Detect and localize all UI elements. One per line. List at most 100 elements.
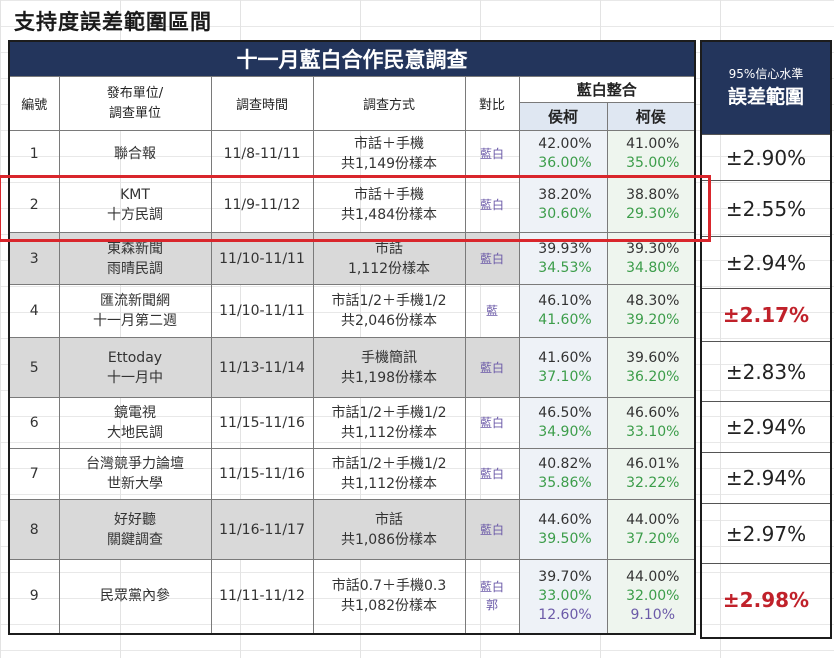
row-ko-hou-values: 38.80% 29.30%	[606, 176, 696, 233]
support-value: 29.30%	[626, 205, 680, 222]
row-method: 市話共1,086份樣本	[312, 499, 466, 560]
publisher-line: 聯合報	[114, 145, 156, 162]
margin-of-error: ±2.94%	[700, 401, 832, 453]
table-row: 5 Ettoday 十一月中 11/13-11/14 手機簡訊 共1,198份樣本 藍白 41…	[8, 337, 696, 398]
table-row: 4 匯流新聞網 十一月第二週 11/10-11/11 市話1/2＋手機1/2 共2,046…	[8, 284, 696, 338]
compare-label: 藍白	[479, 197, 504, 212]
publisher-line: 匯流新聞網	[100, 293, 170, 309]
table-banner: 十一月藍白合作民意調查	[8, 40, 696, 77]
support-value: 48.30%	[626, 293, 680, 309]
table-row: 7 台灣競爭力論壇 世新大學 11/15-11/16 市話1/2＋手機1/2 共1,112…	[8, 448, 696, 500]
header-merge: 藍白整合	[518, 76, 696, 103]
publisher-line: 世新大學	[107, 476, 163, 492]
table-row: 9 民眾黨內參 11/11-11/12 市話0.7＋手機0.3 共1,082份樣本 藍白郭…	[8, 559, 696, 634]
row-number: 8	[8, 499, 60, 560]
method-line: 市話1/2＋手機1/2	[331, 405, 447, 421]
row-number: 5	[8, 337, 60, 398]
table-row: 8 好好聽 關鍵調查 11/16-11/17 市話 共1,086份樣本 藍白 44.60% 39…	[8, 499, 696, 560]
support-value: 35.86%	[538, 475, 592, 491]
moe-row: ±2.83%	[700, 341, 832, 402]
table-row: 2 KMT 十方民調 11/9-11/12 市話＋手機 共1,484份樣本 藍白 38.20%…	[8, 176, 696, 233]
header-sub-hou-ko: 侯柯	[518, 102, 608, 131]
support-value: 39.30%	[626, 240, 680, 257]
row-date: 11/8-11/11	[210, 130, 314, 177]
support-value: 46.10%	[538, 293, 592, 309]
sheet-title: 支持度誤差範圍區間	[14, 10, 212, 34]
row-date: 11/15-11/16	[210, 397, 314, 449]
publisher-line: 東森新聞	[107, 240, 163, 257]
row-hou-ko-values: 39.93% 34.53%	[518, 232, 608, 285]
row-number: 4	[8, 284, 60, 338]
compare-label: 藍白	[479, 416, 504, 430]
support-value: 40.82%	[538, 456, 592, 472]
support-value: 41.60%	[538, 312, 592, 328]
publisher-line: 好好聽	[114, 511, 156, 528]
method-line: 共1,112份樣本	[340, 425, 438, 441]
row-hou-ko-values: 41.60% 37.10%	[518, 337, 608, 398]
support-value: 38.80%	[626, 186, 680, 203]
row-hou-ko-values: 40.82% 35.86%	[518, 448, 608, 500]
row-date: 11/11-11/12	[210, 559, 314, 634]
row-publisher: 鏡電視 大地民調	[58, 397, 212, 449]
row-method: 市話1/2＋手機1/2 共2,046份樣本	[312, 284, 466, 338]
compare-label: 藍白	[479, 522, 504, 537]
moe-row: ±2.94%	[700, 236, 832, 289]
margin-of-error: ±2.17%	[700, 288, 832, 342]
header-row-1: 編號 發布單位/ 調查單位 調查時間 調查方式 對比 藍白整合	[8, 76, 696, 131]
margin-of-error: ±2.94%	[700, 452, 832, 504]
method-line: 市話＋手機	[354, 135, 424, 152]
row-number: 6	[8, 397, 60, 449]
table-row: 6 鏡電視 大地民調 11/15-11/16 市話1/2＋手機1/2 共1,112份樣本 藍…	[8, 397, 696, 449]
row-hou-ko-values: 38.20% 30.60%	[518, 176, 608, 233]
row-date: 11/15-11/16	[210, 448, 314, 500]
table-row: 1 聯合報 11/8-11/11 市話＋手機 共1,149份樣本 藍白 42.00% 36.0…	[8, 130, 696, 177]
method-line: 手機簡訊	[361, 349, 417, 366]
moe-header-confidence: 95%信心水準	[728, 67, 804, 81]
support-value: 34.53%	[538, 259, 592, 276]
compare-label: 藍白	[479, 360, 504, 375]
publisher-line: 十一月中	[107, 369, 163, 386]
publisher-line: 關鍵調查	[107, 531, 163, 548]
header-sub-ko-hou: 柯侯	[606, 102, 696, 131]
row-publisher: 民眾黨內參	[58, 559, 212, 634]
compare-label: 藍白	[479, 467, 504, 481]
header-num: 編號	[8, 76, 60, 131]
margin-of-error: ±2.83%	[700, 341, 832, 402]
support-value: 46.60%	[626, 405, 680, 421]
support-value: 30.60%	[538, 205, 592, 222]
support-value: 35.00%	[626, 154, 680, 171]
row-date: 11/10-11/11	[210, 232, 314, 285]
row-compare: 藍白	[464, 337, 520, 398]
support-value: 41.60%	[538, 349, 592, 366]
row-date: 11/13-11/14	[210, 337, 314, 398]
support-value: 32.00%	[626, 587, 680, 604]
support-value: 39.60%	[626, 349, 680, 366]
row-publisher: 匯流新聞網 十一月第二週	[58, 284, 212, 338]
support-value: 44.00%	[626, 511, 680, 528]
method-line: 市話	[375, 511, 403, 528]
row-compare: 藍白	[464, 448, 520, 500]
row-compare: 藍白	[464, 397, 520, 449]
poll-table: 十一月藍白合作民意調查 編號 發布單位/ 調查單位 調查時間 調查方式 對比 藍…	[8, 40, 697, 635]
row-ko-hou-values: 44.00% 37.20%	[606, 499, 696, 560]
support-value: 46.01%	[626, 456, 680, 472]
header-org-line1: 發布單位/	[106, 85, 164, 101]
method-line: 共1,149份樣本	[340, 155, 438, 172]
row-method: 市話1/2＋手機1/2 共1,112份樣本	[312, 397, 466, 449]
method-line: 1,112份樣本	[347, 260, 431, 277]
support-value: 38.20%	[538, 186, 592, 203]
row-number: 3	[8, 232, 60, 285]
support-value: 37.10%	[538, 368, 592, 385]
compare-label: 藍白	[479, 146, 504, 161]
method-line: 共1,086份樣本	[340, 531, 438, 548]
support-value: 36.00%	[538, 154, 592, 171]
row-ko-hou-values: 48.30% 39.20%	[606, 284, 696, 338]
compare-label: 藍	[485, 304, 498, 318]
header-org: 發布單位/ 調查單位	[58, 76, 212, 131]
header-org-line2: 調查單位	[108, 105, 161, 121]
method-line: 市話	[375, 240, 403, 257]
publisher-line: 雨晴民調	[107, 260, 163, 277]
method-line: 共1,484份樣本	[340, 206, 438, 223]
publisher-line: KMT	[120, 186, 150, 203]
row-ko-hou-values: 44.00% 32.00% 9.10%	[606, 559, 696, 634]
